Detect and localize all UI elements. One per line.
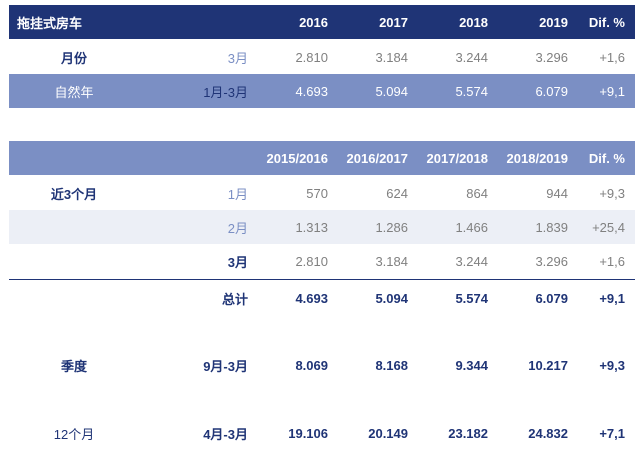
cell-value: 3.184 [375,253,408,269]
row-sublabel: 4月-3月 [203,426,248,442]
row-sublabel: 2月 [227,220,248,236]
cell-value: 944 [546,185,568,201]
table1-header-col: 2017 [379,14,408,30]
cell-dif: +9,1 [599,83,625,99]
cell-value: 3.244 [455,49,488,65]
table2-header-col: 2016/2017 [346,150,408,166]
cell-value: 1.286 [375,219,408,235]
table1-header-col: 2019 [539,14,568,30]
cell-value: 8.069 [295,357,328,373]
row-sublabel: 总计 [221,291,248,307]
row-label: 近3个月 [50,186,98,202]
cell-value: 5.094 [375,83,408,99]
cell-value: 10.217 [528,357,568,373]
cell-value: 4.693 [295,290,328,306]
cell-dif: +25,4 [592,219,625,235]
cell-dif: +1,6 [599,253,625,269]
table-row: 12个月 4月-3月 19.106 20.149 23.182 24.832 +… [9,416,635,450]
table-row: 近3个月 1月 570 624 864 944 +9,3 [9,176,635,210]
cell-value: 624 [386,185,408,201]
cell-value: 864 [466,185,488,201]
table-row: 2月 1.313 1.286 1.466 1.839 +25,4 [9,210,635,244]
cell-value: 6.079 [535,290,568,306]
cell-value: 5.574 [455,290,488,306]
table1-header-col: 2018 [459,14,488,30]
cell-dif: +9,1 [599,290,625,306]
table2-header-col: 2017/2018 [426,150,488,166]
cell-value: 19.106 [288,425,328,441]
cell-value: 9.344 [455,357,488,373]
cell-value: 8.168 [375,357,408,373]
cell-value: 1.313 [295,219,328,235]
table1-header-row: 拖挂式房车 2016 2017 2018 2019 Dif. % [9,5,635,39]
row-label: 自然年 [54,84,94,100]
table2-header-col: Dif. % [588,150,625,166]
cell-dif: +9,3 [599,357,625,373]
cell-value: 570 [306,185,328,201]
row-sublabel: 9月-3月 [203,358,248,374]
table2-header-row: 2015/2016 2016/2017 2017/2018 2018/2019 … [9,141,635,175]
cell-value: 20.149 [368,425,408,441]
table-row-total: 总计 4.693 5.094 5.574 6.079 +9,1 [9,281,635,315]
cell-value: 3.296 [535,49,568,65]
table-row: 月份 3月 2.810 3.184 3.244 3.296 +1,6 [9,40,635,74]
cell-value: 3.296 [535,253,568,269]
cell-dif: +1,6 [599,49,625,65]
table-row: 自然年 1月-3月 4.693 5.094 5.574 6.079 +9,1 [9,74,635,108]
cell-value: 2.810 [295,253,328,269]
row-label: 月份 [60,50,87,66]
table-row: 3月 2.810 3.184 3.244 3.296 +1,6 [9,244,635,278]
cell-value: 3.184 [375,49,408,65]
row-label: 季度 [60,358,87,374]
table-row: 季度 9月-3月 8.069 8.168 9.344 10.217 +9,3 [9,348,635,382]
divider [9,279,635,280]
cell-value: 1.466 [455,219,488,235]
cell-value: 23.182 [448,425,488,441]
row-label: 12个月 [53,426,95,442]
cell-value: 6.079 [535,83,568,99]
row-sublabel: 1月-3月 [203,84,248,100]
table2-header-col: 2015/2016 [266,150,328,166]
row-sublabel: 3月 [227,254,248,270]
row-sublabel: 3月 [227,50,248,66]
table2-header-col: 2018/2019 [506,150,568,166]
cell-value: 4.693 [295,83,328,99]
table1-header-col: Dif. % [588,14,625,30]
table1-title: 拖挂式房车 [17,15,83,31]
row-sublabel: 1月 [227,186,248,202]
cell-value: 5.574 [455,83,488,99]
table1-header-col: 2016 [299,14,328,30]
cell-value: 3.244 [455,253,488,269]
cell-value: 5.094 [375,290,408,306]
cell-value: 24.832 [528,425,568,441]
cell-dif: +9,3 [599,185,625,201]
cell-value: 2.810 [295,49,328,65]
cell-dif: +7,1 [599,425,625,441]
cell-value: 1.839 [535,219,568,235]
